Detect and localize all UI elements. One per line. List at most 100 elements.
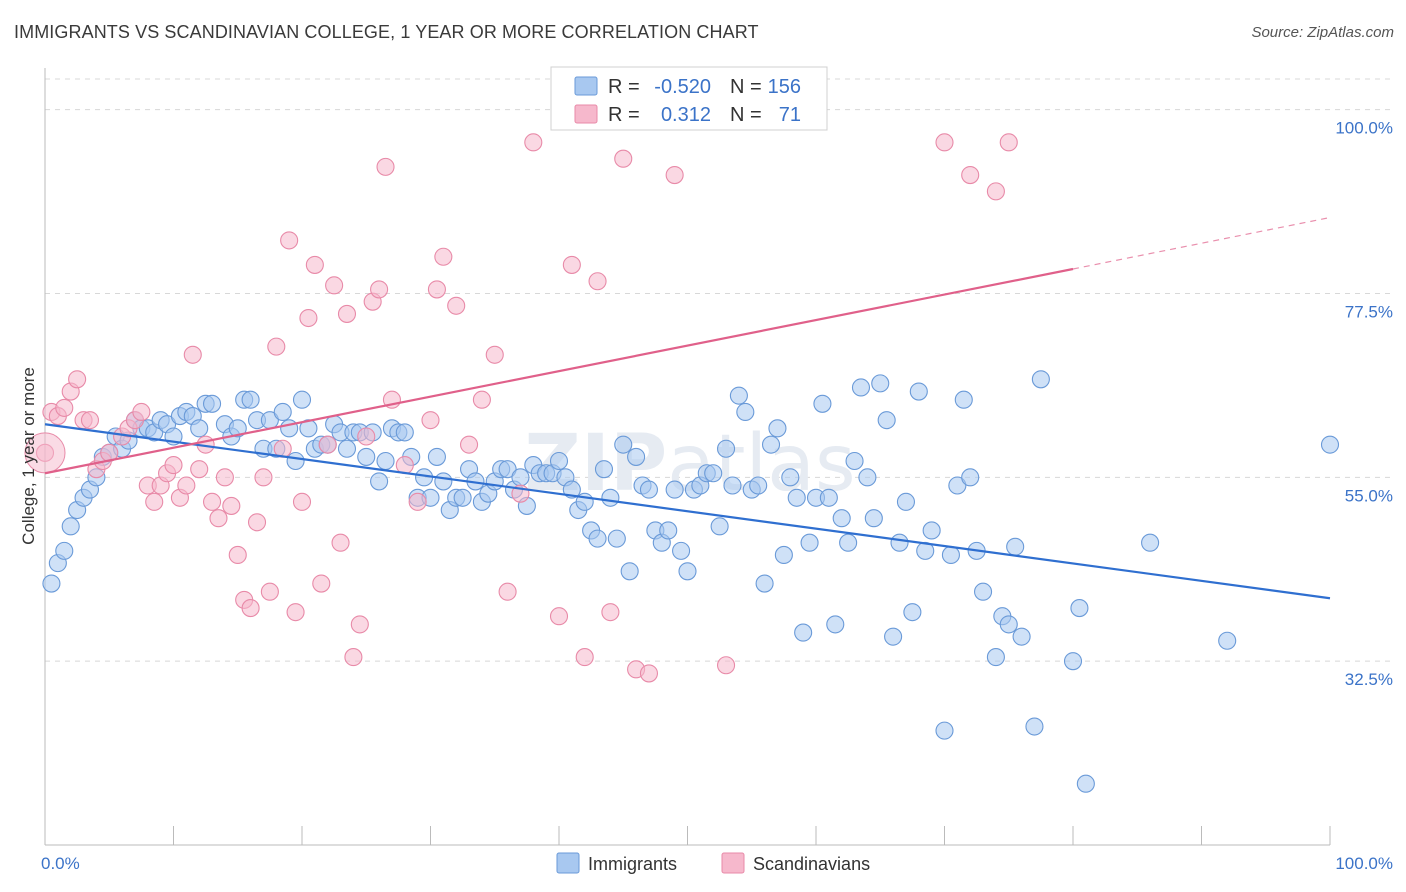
scandinavians-point [961,165,980,185]
immigrants-point [1076,774,1095,793]
scandinavians-point [427,280,446,299]
scandinavians-point [241,599,260,618]
immigrants-point [607,529,626,548]
immigrants-point [292,390,312,409]
immigrants-point [877,411,896,430]
scandinavians-point [318,435,337,454]
scandinavians-point [215,468,234,487]
scandinavians-point [344,648,363,667]
scandinavians-point [421,411,440,430]
scandinavians-point [305,255,324,274]
immigrants-point [549,451,569,471]
scandinavians-point [267,337,286,356]
immigrants-point [999,615,1018,634]
scandinavians-point [292,492,312,511]
immigrants-point [871,374,890,393]
scandinavians-point [280,231,299,250]
bottom-legend-label: Scandinavians [753,854,870,874]
scandinavians-point [286,603,305,622]
scandinavians-point [260,582,279,601]
scandinavians-point [350,615,369,634]
immigrants-point [588,529,607,548]
immigrants-point [832,509,851,528]
immigrants-point [903,603,922,622]
immigrants-point [203,394,222,413]
scandinavians-point [325,276,344,295]
scandinavians-point [601,603,620,622]
immigrants-point [948,476,967,495]
immigrants-point [761,435,781,454]
immigrants-point [909,382,928,401]
immigrants-point [1025,717,1044,736]
legend-r-value: -0.520 [654,76,711,98]
immigrants-point [845,451,864,471]
scandinavians-point [376,157,395,176]
immigrants-point [620,562,639,581]
scandinavians-point [183,345,202,364]
immigrants-point [61,517,80,536]
immigrants-point [1320,435,1340,454]
scandinavians-point [190,460,209,479]
immigrants-point [922,521,941,540]
immigrants-point [710,517,729,536]
immigrants-point [755,574,774,593]
immigrants-point [280,419,299,438]
scandinavians-point [209,509,228,528]
immigrants-point [774,545,793,565]
immigrants-point [228,419,247,438]
scandinavians-point [472,390,491,409]
immigrants-point [357,447,376,466]
immigrants-point [395,423,414,442]
immigrants-point [627,447,646,466]
immigrants-point [434,472,453,491]
immigrants-trend-line [44,423,1331,600]
scandinavians-point [575,648,594,667]
legend-n-value: 71 [779,104,801,126]
immigrants-point [241,390,260,409]
source-credit: Source: ZipAtlas.com [1251,24,1394,41]
scandinavians-trend-line [44,267,1074,475]
immigrants-point [858,468,877,487]
scandinavians-point [370,280,389,299]
immigrants-point [273,402,292,422]
y-tick-label: 100.0% [1335,119,1393,138]
scandinavians-point [716,656,736,675]
immigrants-point [973,582,993,601]
data-points [24,92,1340,793]
scandinavians-legend-swatch [721,852,745,874]
immigrants-point [787,488,806,507]
immigrants-point [601,488,620,507]
immigrants-point [986,648,1005,667]
immigrants-point [819,488,838,507]
immigrants-point [935,721,954,740]
x-tick-label: 0.0% [41,854,80,873]
immigrants-point [370,472,389,491]
immigrants-point [941,545,960,565]
immigrants-legend-swatch [574,76,598,96]
immigrants-point [1012,627,1031,646]
immigrants-point [511,468,530,487]
scandinavians-point [395,456,414,475]
immigrants-point [813,394,832,413]
immigrants-point [729,386,748,405]
immigrants-point [427,447,446,466]
scandinavians-point [665,165,684,185]
immigrants-point [42,574,61,593]
y-tick-label: 55.0% [1345,486,1393,505]
immigrants-point [896,492,916,511]
legend-r-label: R = [608,104,640,126]
scandinavians-point [408,492,427,511]
immigrants-point [1006,537,1025,556]
y-axis-label: College, 1 year or more [19,367,38,545]
immigrants-point [768,419,787,438]
chart-title: IMMIGRANTS VS SCANDINAVIAN COLLEGE, 1 YE… [14,22,759,42]
immigrants-point [678,562,697,581]
immigrants-point [1031,370,1050,389]
immigrants-point [659,521,678,540]
bottom-legend: Immigrants Scandinavians [556,852,870,874]
scandinavians-point [999,133,1018,152]
scandinavians-point [935,133,954,152]
legend-n-value: 156 [768,76,801,98]
immigrants-point [736,402,755,422]
legend-n-label: N = [730,76,762,98]
